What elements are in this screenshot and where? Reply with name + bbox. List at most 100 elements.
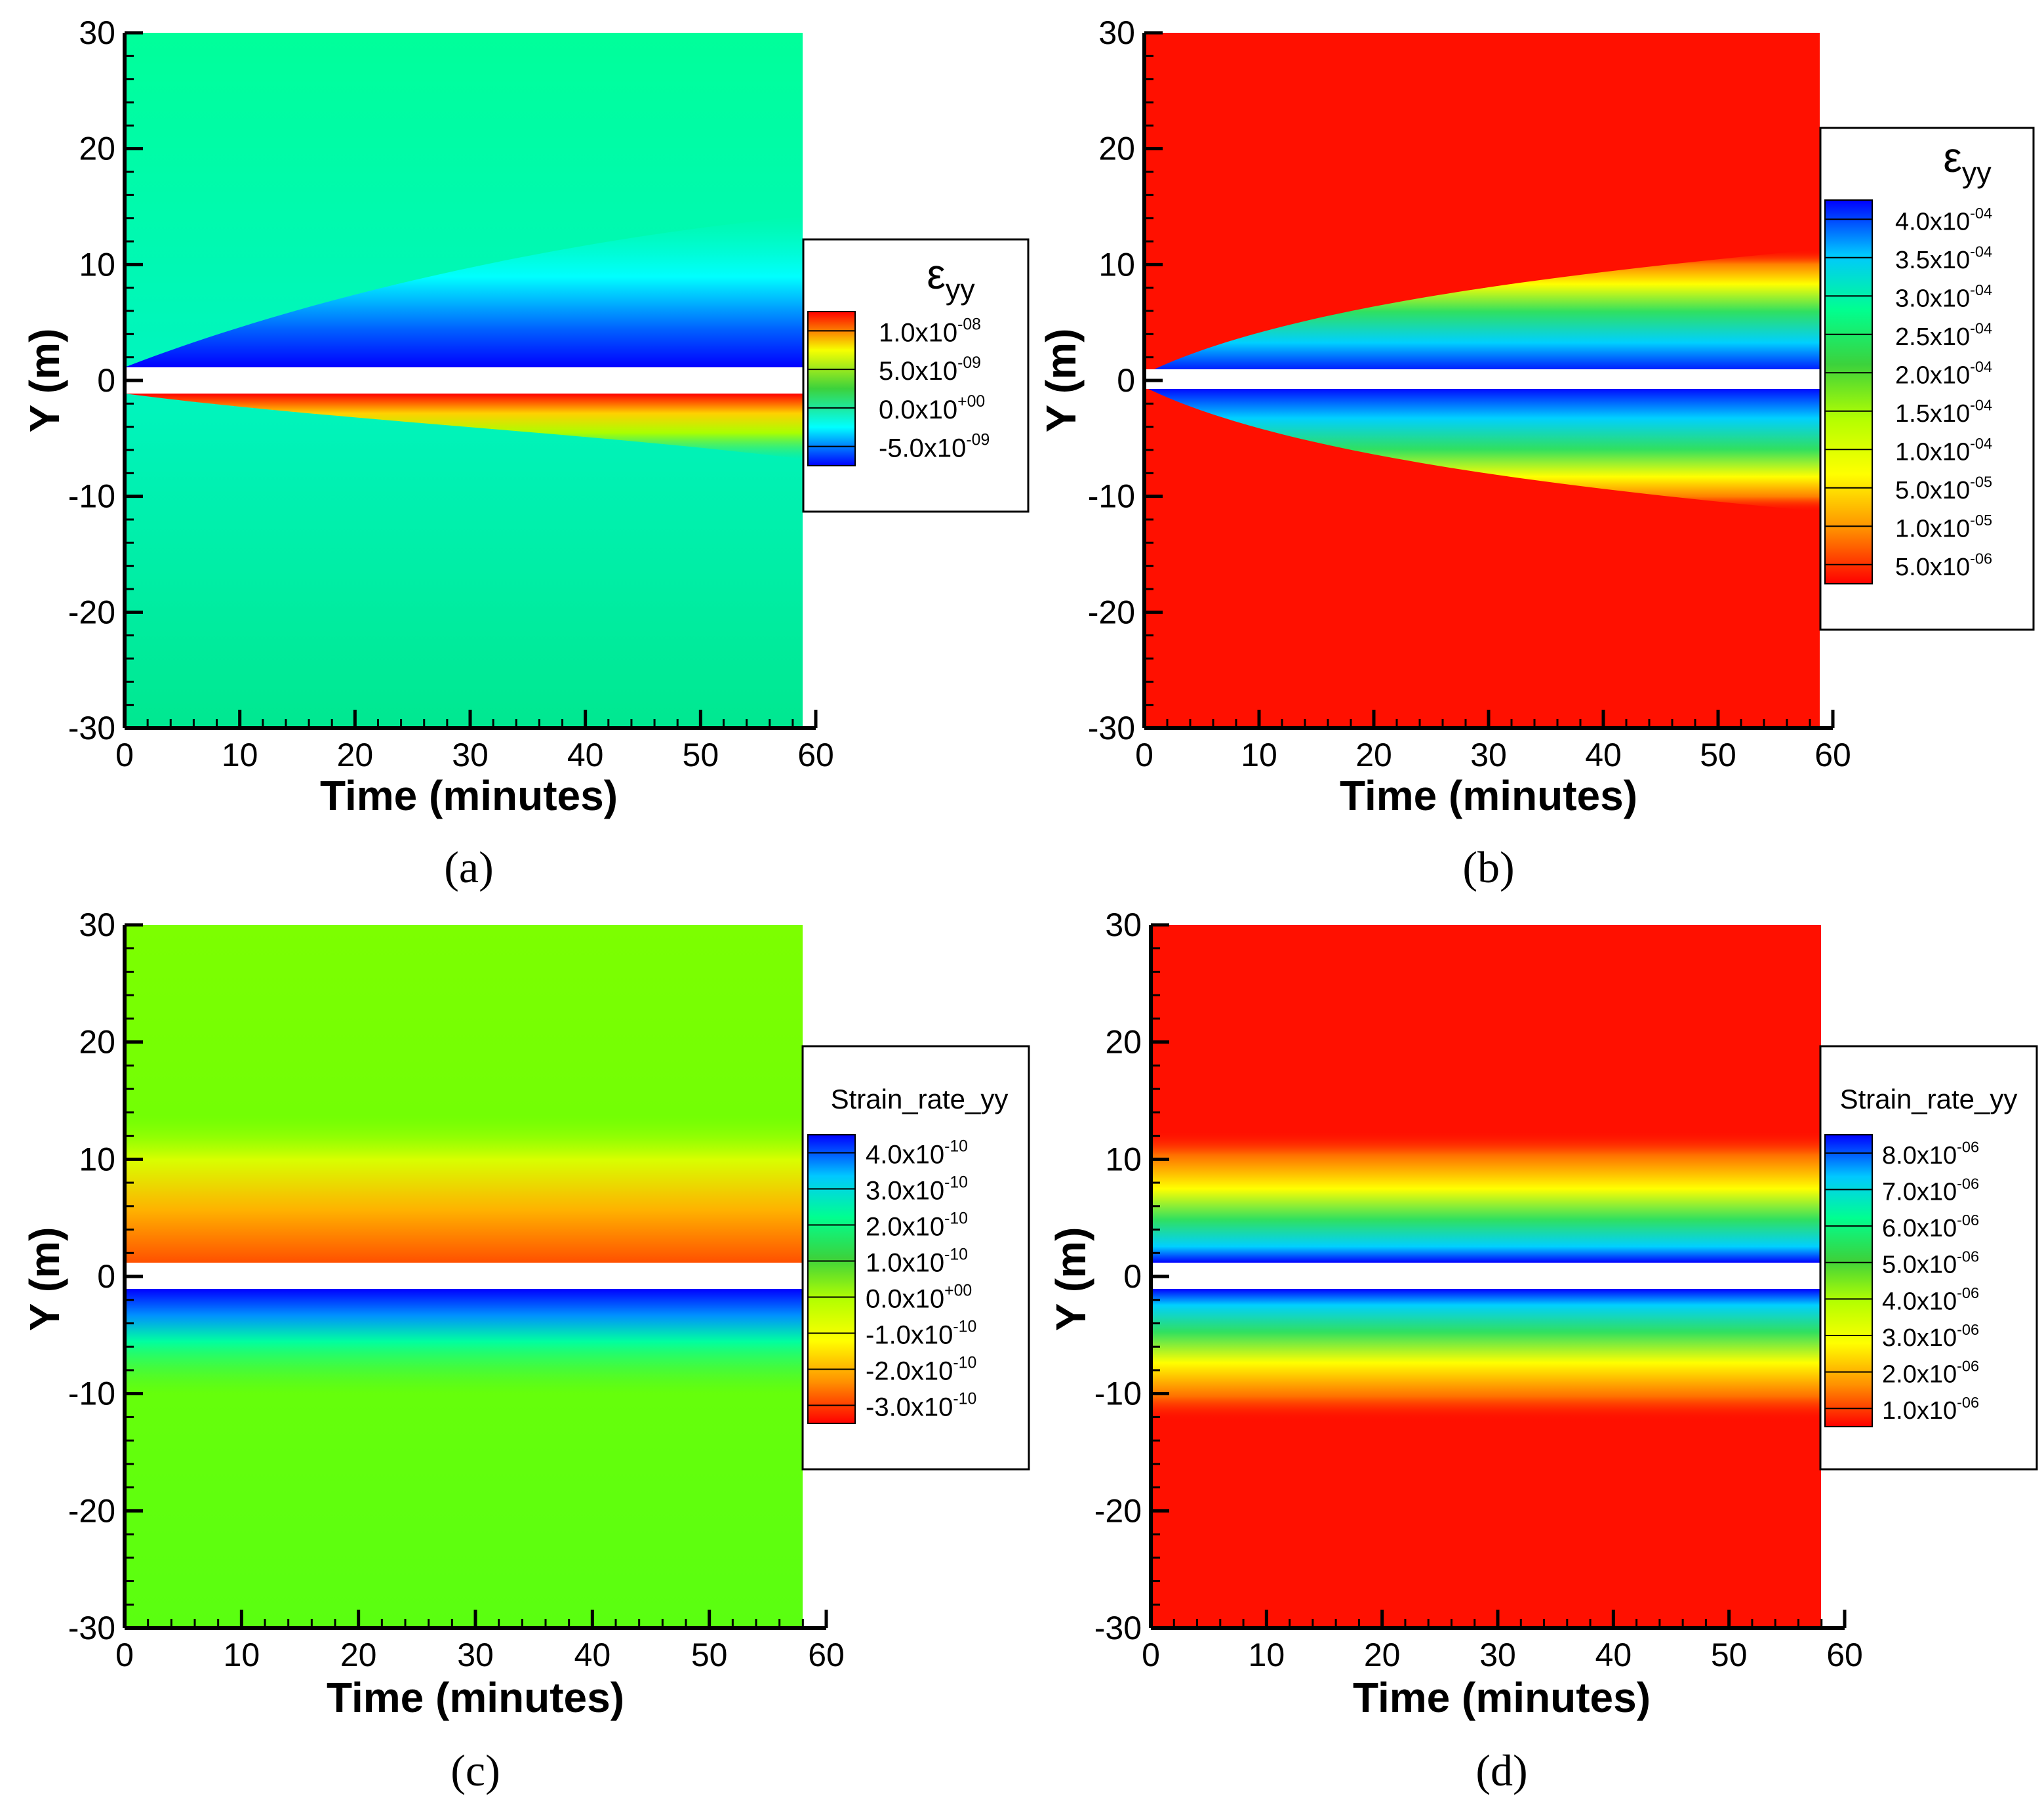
x-tick-label: 50 [683, 737, 719, 773]
x-axis-label-b: Time (minutes) [1340, 772, 1637, 819]
x-tick-label: 60 [1826, 1637, 1863, 1673]
y-tick-label: -20 [1088, 594, 1135, 630]
legend-level-label: -1.0x10-10 [866, 1318, 976, 1350]
legend-level-label: 7.0x10-06 [1882, 1175, 1979, 1206]
legend-c: Strain_rate_yy 4.0x10-10 3.0x10-10 2.0x10-1… [801, 1045, 1030, 1471]
legend-level-label: 8.0x10-06 [1882, 1139, 1979, 1170]
panel-a: 0 10 20 30 40 50 60 30 20 10 0 -10 -20 -30 Time (minu… [21, 14, 1030, 892]
y-tick-label: 20 [79, 1024, 115, 1061]
legend-level-label: -5.0x10-09 [879, 432, 990, 463]
y-tick-label: 20 [1098, 131, 1135, 167]
x-tick-label: 10 [1241, 737, 1277, 773]
panel-label-d: (d) [1475, 1745, 1527, 1795]
legend-level-label: 1.0x10-08 [879, 316, 981, 347]
legend-b: εyy 4.0x10-04 3.5x10-04 3.0x10-04 2.5x10-04 2… [1819, 127, 2035, 631]
legend-level-label: 6.0x10-06 [1882, 1212, 1979, 1242]
y-tick-label: -30 [68, 710, 115, 746]
y-tick-label: 10 [79, 1141, 115, 1177]
legend-level-label: 3.0x10-04 [1895, 281, 1992, 312]
x-tick-label: 30 [457, 1637, 494, 1673]
panel-b: 0 10 20 30 40 50 60 30 20 10 0 -10 -20 -30 Time (minu… [1037, 14, 2035, 892]
y-tick-label: 30 [79, 906, 115, 943]
y-axis-label-c: Y (m) [21, 1227, 68, 1332]
x-tick-label: 0 [115, 1637, 134, 1673]
legend-level-label: 3.5x10-04 [1895, 243, 1992, 274]
legend-level-label: 4.0x10-06 [1882, 1284, 1979, 1315]
legend-level-label: 5.0x10-06 [1882, 1248, 1979, 1279]
legend-level-label: 3.0x10-10 [866, 1174, 968, 1206]
x-tick-label: 20 [1355, 737, 1392, 773]
y-tick-label: -30 [1088, 710, 1135, 746]
legend-title: εyy [1943, 134, 1992, 189]
x-tick-label: 20 [337, 737, 374, 773]
x-tick-label: 30 [1470, 737, 1507, 773]
legend-title: εyy [927, 251, 975, 306]
legend-a: εyy 1.0x10-08 5.0x10-09 0.0x10+00 -5.0x10-09 [802, 238, 1030, 513]
y-axis-label-d: Y (m) [1047, 1227, 1094, 1332]
legend-level-label: 2.0x10-06 [1882, 1357, 1979, 1388]
legend-level-label: 2.5x10-04 [1895, 320, 1992, 351]
y-tick-label: -20 [68, 594, 115, 630]
x-tick-label: 40 [1595, 1637, 1632, 1673]
x-tick-label: 10 [1249, 1637, 1285, 1673]
panel-c: 0 10 20 30 40 50 60 30 20 10 0 -10 -20 -30 Time (minu… [21, 906, 1030, 1795]
x-axis-label-d: Time (minutes) [1353, 1674, 1651, 1721]
x-tick-label: 50 [691, 1637, 728, 1673]
heatmap-field-d [1151, 925, 1821, 1628]
legend-level-label: 5.0x10-09 [879, 354, 981, 386]
y-tick-label: 0 [1123, 1258, 1142, 1295]
y-tick-label: 0 [1117, 362, 1135, 399]
legend-level-label: 5.0x10-05 [1895, 474, 1992, 504]
x-tick-label: 60 [808, 1637, 845, 1673]
legend-level-label: -3.0x10-10 [866, 1391, 976, 1422]
heatmap-field-c [125, 925, 803, 1628]
y-tick-label: 30 [79, 14, 115, 51]
legend-title: Strain_rate_yy [1840, 1084, 2018, 1114]
legend-level-label: 1.0x10-04 [1895, 435, 1992, 466]
legend-colorbar [807, 311, 856, 466]
axes-a: 0 10 20 30 40 50 60 30 20 10 0 -10 -20 -30 [68, 14, 834, 773]
x-tick-label: 30 [452, 737, 489, 773]
panel-label-b: (b) [1462, 842, 1514, 892]
x-tick-label: 10 [222, 737, 258, 773]
heatmap-field-b [1144, 33, 1820, 728]
x-tick-label: 40 [574, 1637, 611, 1673]
x-tick-label: 60 [1814, 737, 1851, 773]
axes-d: 0 10 20 30 40 50 60 30 20 10 0 -10 -20 -30 [1094, 906, 1863, 1673]
legend-level-label: 2.0x10-10 [866, 1210, 968, 1242]
x-tick-label: 40 [567, 737, 604, 773]
panel-d: 0 10 20 30 40 50 60 30 20 10 0 -10 -20 -30 Time (minu… [1047, 906, 2038, 1795]
legend-level-label: 1.0x10-06 [1882, 1394, 1979, 1425]
legend-d: Strain_rate_yy 8.0x10-06 7.0x10-06 6.0x10-0… [1819, 1045, 2038, 1471]
y-tick-label: -10 [68, 1375, 115, 1412]
x-tick-label: 30 [1479, 1637, 1516, 1673]
y-tick-label: 0 [97, 1258, 115, 1295]
x-tick-label: 20 [340, 1637, 377, 1673]
legend-colorbar [1824, 1134, 1873, 1427]
legend-level-label: -2.0x10-10 [866, 1355, 976, 1386]
x-tick-label: 50 [1700, 737, 1736, 773]
legend-level-label: 4.0x10-10 [866, 1138, 968, 1170]
y-tick-label: 30 [1098, 14, 1135, 51]
y-axis-label-a: Y (m) [21, 329, 68, 433]
y-axis-label-b: Y (m) [1037, 329, 1085, 433]
y-tick-label: -20 [68, 1492, 115, 1529]
legend-title: Strain_rate_yy [831, 1084, 1009, 1114]
y-tick-label: -10 [1094, 1375, 1142, 1412]
y-tick-label: -10 [1088, 478, 1135, 515]
x-tick-label: 40 [1585, 737, 1622, 773]
y-tick-label: 10 [1098, 246, 1135, 283]
legend-level-label: 4.0x10-04 [1895, 205, 1992, 235]
legend-level-label: 1.0x10-05 [1895, 512, 1992, 542]
panel-label-a: (a) [444, 842, 493, 892]
legend-level-label: 3.0x10-06 [1882, 1321, 1979, 1352]
y-tick-label: -30 [68, 1610, 115, 1646]
y-tick-label: 10 [1105, 1141, 1142, 1177]
x-tick-label: 10 [224, 1637, 260, 1673]
axes-b: 0 10 20 30 40 50 60 30 20 10 0 -10 -20 -30 [1088, 14, 1851, 773]
y-tick-label: -10 [68, 478, 115, 515]
y-tick-label: -20 [1094, 1492, 1142, 1529]
axes-c: 0 10 20 30 40 50 60 30 20 10 0 -10 -20 -30 [68, 906, 845, 1673]
x-tick-label: 0 [1142, 1637, 1160, 1673]
